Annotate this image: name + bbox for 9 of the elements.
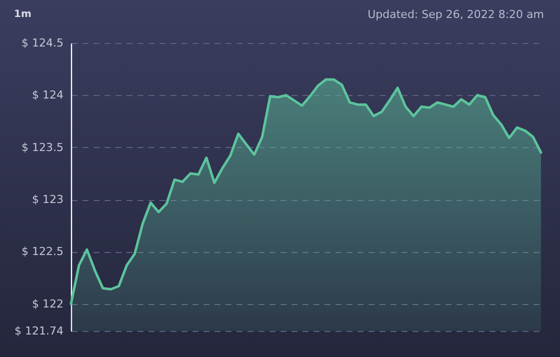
chart-subtitle: Updated: Sep 26, 2022 8:20 am	[368, 8, 544, 21]
chart-title: 1m	[14, 9, 32, 20]
y-tick-label: $ 122	[32, 297, 64, 310]
y-tick-label: $ 123	[32, 193, 64, 206]
y-tick-label: $ 124	[32, 88, 64, 102]
y-tick-label: $ 121.74	[14, 324, 64, 338]
y-tick-label: $ 124.5	[22, 36, 64, 50]
y-tick-label: $ 122.5	[22, 245, 64, 258]
y-tick-label: $ 123.5	[22, 140, 64, 154]
